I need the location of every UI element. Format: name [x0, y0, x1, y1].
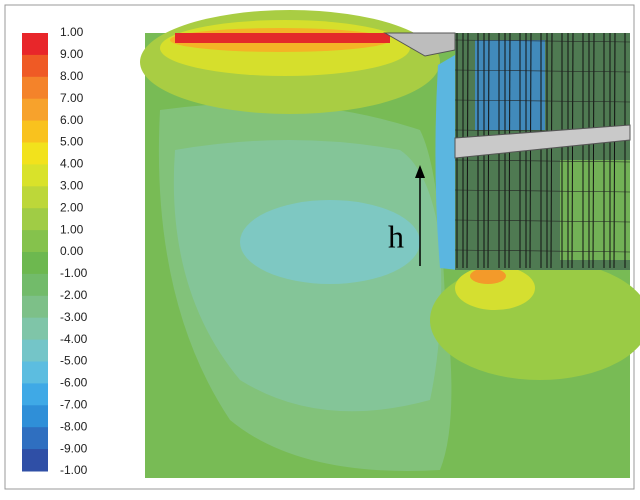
field-region: [470, 268, 506, 284]
legend-label: -6.00: [60, 376, 88, 390]
legend-swatch: [22, 274, 48, 296]
legend-swatch: [22, 99, 48, 121]
legend-label: 0.00: [60, 244, 84, 258]
legend-label: 5.00: [60, 135, 84, 149]
legend-label: 6.00: [60, 113, 84, 127]
legend-label: -7.00: [60, 397, 88, 411]
legend-label: 3.00: [60, 178, 84, 192]
legend-swatch: [22, 296, 48, 318]
legend-swatch: [22, 186, 48, 208]
legend-label: 4.00: [60, 157, 84, 171]
legend-label: -3.00: [60, 310, 88, 324]
legend-swatch: [22, 383, 48, 405]
legend-label: -4.00: [60, 332, 88, 346]
legend-label: 9.00: [60, 47, 84, 61]
legend-swatch: [22, 405, 48, 427]
field-region: [435, 55, 458, 270]
legend-swatch: [22, 449, 48, 471]
legend-swatch: [22, 208, 48, 230]
legend-swatch: [22, 33, 48, 55]
legend-label: 1.00: [60, 25, 84, 39]
legend-label: 2.00: [60, 200, 84, 214]
legend-swatch: [22, 318, 48, 340]
legend-label: -8.00: [60, 419, 88, 433]
field-region: [175, 33, 390, 43]
figure: 1.00 9.00 8.00 7.00 6.00 5.00 4.00 3.00 2.00 1.00…: [0, 0, 640, 495]
legend-label: -1.00: [60, 266, 88, 280]
structure-region: [560, 160, 630, 260]
legend: 1.00 9.00 8.00 7.00 6.00 5.00 4.00 3.00 2.00 1.00…: [22, 25, 88, 477]
legend-swatch: [22, 77, 48, 99]
legend-label: 7.00: [60, 91, 84, 105]
legend-swatch: [22, 340, 48, 362]
legend-label: -2.00: [60, 288, 88, 302]
legend-swatch: [22, 252, 48, 274]
legend-label: 8.00: [60, 69, 84, 83]
legend-label: -1.00: [60, 463, 88, 477]
legend-swatch: [22, 164, 48, 186]
legend-label: 1.00: [60, 222, 84, 236]
legend-swatch: [22, 362, 48, 384]
legend-label: -9.00: [60, 441, 88, 455]
page: {"legend": { "labels": ["1.00", "9.00", …: [0, 0, 640, 495]
legend-swatch: [22, 143, 48, 165]
legend-swatch: [22, 230, 48, 252]
legend-swatch: [22, 427, 48, 449]
legend-label: -5.00: [60, 354, 88, 368]
legend-swatch: [22, 55, 48, 77]
annotation: h: [388, 218, 404, 254]
legend-swatch: [22, 121, 48, 143]
contour-plot: h: [140, 10, 640, 478]
